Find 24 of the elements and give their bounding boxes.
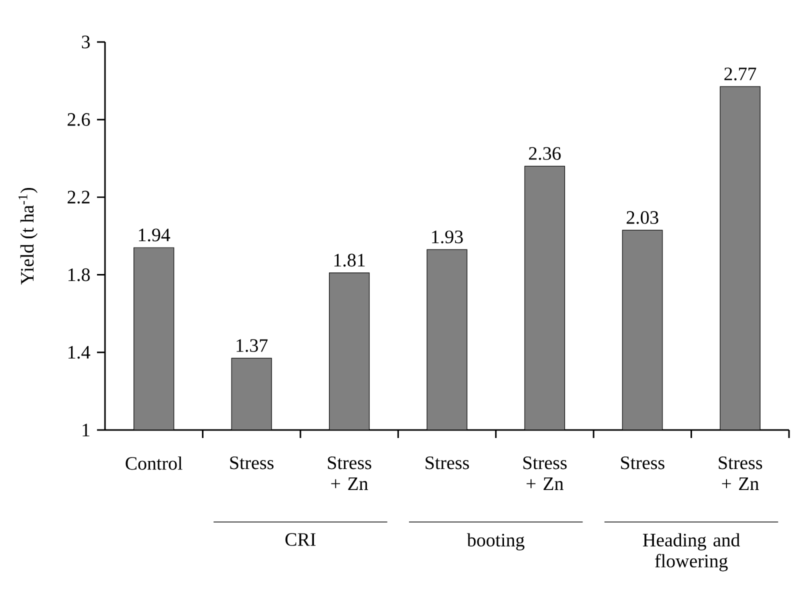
x-tick-label: Stress xyxy=(426,456,469,470)
data-label: 1.81 xyxy=(334,254,365,267)
y-tick-label: 2.2 xyxy=(68,190,90,204)
x-tick-label: Stress + Zn xyxy=(523,456,567,490)
y-tick-label: 1.8 xyxy=(68,268,90,282)
text: CRI xyxy=(285,533,316,546)
data-label: 1.94 xyxy=(138,228,170,242)
x-tick-label: Stress + Zn xyxy=(328,456,372,490)
x-tick-label: Stress + Zn xyxy=(718,456,762,490)
y-tick-label: 1.4 xyxy=(68,346,90,359)
data-label: 2.36 xyxy=(528,147,561,160)
data-label: 2.77 xyxy=(724,68,756,80)
data-label: 1.37 xyxy=(236,339,268,352)
x-tick-label: Control xyxy=(126,456,182,470)
data-label: 1.93 xyxy=(432,230,463,244)
x-tick-label: Stress xyxy=(230,456,274,470)
data-label: 2.03 xyxy=(626,211,658,224)
y-tick-label: 2.6 xyxy=(68,113,90,126)
y-axis-title: Yield (t ha$^{-1}$) xyxy=(18,188,38,285)
x-tick-label: Stress xyxy=(621,456,664,470)
y-tick-label: 3 xyxy=(82,36,90,48)
y-tick-label: 1 xyxy=(82,424,90,436)
text: booting xyxy=(466,533,524,550)
text: Heading and flowering xyxy=(642,533,740,572)
